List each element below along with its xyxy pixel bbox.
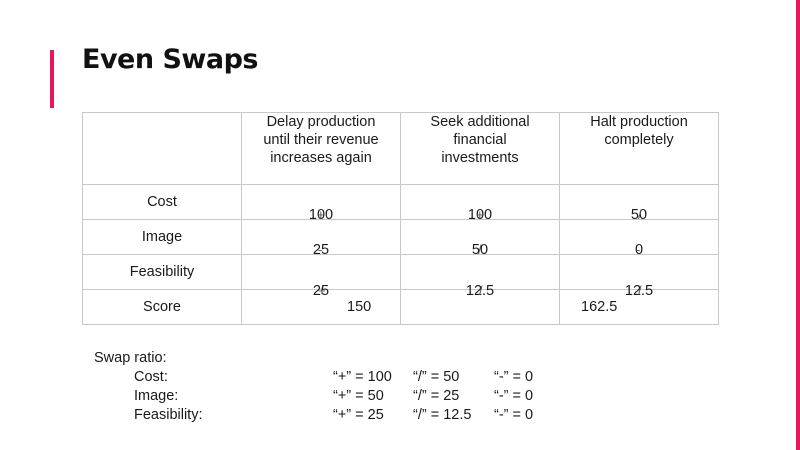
table-row-cost: Cost 100 + 100 + 50 / bbox=[82, 184, 719, 223]
value-cell: 12.5 / bbox=[400, 254, 560, 299]
mark-cost-halt: / bbox=[638, 207, 642, 222]
table-row-score: Score 150 162.5 bbox=[82, 289, 719, 325]
mark-image-delay: - bbox=[318, 242, 323, 257]
swap-ratio-plus-feasibility: “+” = 25 bbox=[333, 407, 384, 423]
score-cell: 162.5 bbox=[559, 289, 719, 325]
criterion-label-feasibility: Feasibility bbox=[129, 264, 195, 280]
accent-bar-right bbox=[796, 0, 800, 450]
header-option-halt-label: Halt production completely bbox=[590, 114, 688, 148]
table-row-image: Image 25 - 50 / 0 - bbox=[82, 219, 719, 258]
criterion-label-image: Image bbox=[141, 229, 183, 245]
swap-ratio-minus-feasibility: “-” = 0 bbox=[494, 407, 534, 423]
slide-title: Even Swaps bbox=[82, 44, 258, 75]
criterion-cell-feasibility: Feasibility bbox=[82, 254, 242, 290]
value-cell: 25 + bbox=[241, 254, 401, 299]
value-image-halt: 0 bbox=[634, 242, 644, 258]
header-empty-cell bbox=[82, 112, 242, 185]
header-option-invest-label: Seek additional financial investments bbox=[430, 114, 530, 166]
swap-ratio-label-feasibility: Feasibility: bbox=[134, 407, 203, 423]
swap-ratio-label-cost: Cost: bbox=[134, 369, 168, 385]
value-cell: 0 - bbox=[559, 219, 719, 258]
accent-bar-left bbox=[50, 50, 54, 108]
criterion-label-score: Score bbox=[143, 299, 181, 315]
header-option-invest: Seek additional financial investments bbox=[400, 112, 560, 185]
mark-cost-invest: + bbox=[476, 207, 484, 222]
criterion-cell-score: Score bbox=[82, 289, 242, 325]
value-cell: 12.5 / bbox=[559, 254, 719, 299]
score-halt: 162.5 bbox=[581, 299, 618, 315]
value-cell: 50 / bbox=[400, 219, 560, 258]
value-cell: 100 + bbox=[400, 184, 560, 223]
value-cell: 50 / bbox=[559, 184, 719, 223]
score-cell: 150 bbox=[241, 289, 401, 325]
value-cell: 25 - bbox=[241, 219, 401, 258]
score-delay: 150 bbox=[347, 299, 372, 315]
swap-ratio-slash-feasibility: “/” = 12.5 bbox=[413, 407, 472, 423]
swap-ratio-label-image: Image: bbox=[134, 388, 179, 404]
criterion-cell-image: Image bbox=[82, 219, 242, 255]
swap-ratio-plus-cost: “+” = 100 bbox=[333, 369, 392, 385]
header-option-delay-label: Delay production until their revenue inc… bbox=[263, 114, 379, 166]
mark-image-halt: - bbox=[636, 242, 641, 257]
swap-ratio-title: Swap ratio: bbox=[94, 350, 167, 366]
swap-ratio-plus-image: “+” = 50 bbox=[333, 388, 384, 404]
mark-image-invest: / bbox=[478, 242, 482, 257]
mark-cost-delay: + bbox=[317, 207, 325, 222]
criterion-label-cost: Cost bbox=[147, 194, 177, 210]
swap-ratio-slash-cost: “/” = 50 bbox=[413, 369, 460, 385]
swap-ratio-minus-cost: “-” = 0 bbox=[494, 369, 534, 385]
swap-ratio-minus-image: “-” = 0 bbox=[494, 388, 534, 404]
score-cell bbox=[400, 289, 560, 325]
criterion-cell-cost: Cost bbox=[82, 184, 242, 220]
value-cell: 100 + bbox=[241, 184, 401, 223]
header-option-delay: Delay production until their revenue inc… bbox=[241, 112, 401, 185]
header-option-halt: Halt production completely bbox=[559, 112, 719, 185]
even-swaps-table: Delay production until their revenue inc… bbox=[82, 112, 719, 325]
table-row-feasibility: Feasibility 25 + 12.5 / 12.5 / bbox=[82, 254, 719, 299]
swap-ratio-slash-image: “/” = 25 bbox=[413, 388, 460, 404]
table-header-row: Delay production until their revenue inc… bbox=[82, 112, 719, 185]
